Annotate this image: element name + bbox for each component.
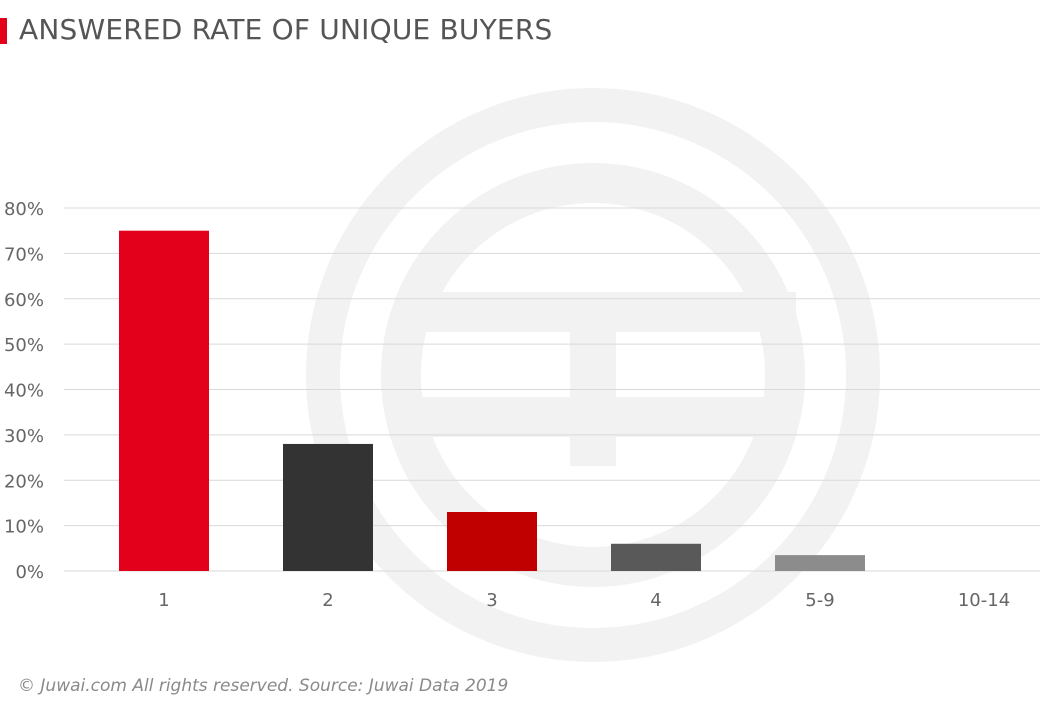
y-tick-label: 70% — [4, 244, 44, 265]
x-tick-label: 1 — [158, 590, 169, 611]
y-tick-label: 80% — [4, 199, 44, 220]
chart-title: ANSWERED RATE OF UNIQUE BUYERS — [19, 13, 553, 46]
title-accent-bar — [0, 18, 7, 44]
bar-5-9 — [775, 555, 865, 571]
gridlines — [64, 207, 1040, 572]
x-tick-label: 2 — [322, 590, 333, 611]
bar-1 — [119, 230, 209, 571]
y-tick-label: 40% — [4, 381, 44, 402]
x-tick-label: 5-9 — [805, 590, 834, 611]
y-tick-label: 10% — [4, 517, 44, 538]
source-footnote: © Juwai.com All rights reserved. Source:… — [18, 676, 509, 696]
y-axis: 0% 10% 20% 30% 40% 50% 60% 70% 80% — [4, 199, 44, 583]
x-tick-label: 3 — [486, 590, 497, 611]
x-tick-label: 4 — [650, 590, 661, 611]
watermark-stem — [570, 292, 616, 466]
watermark-outer-ring — [306, 88, 880, 662]
bars — [119, 230, 865, 571]
y-tick-label: 30% — [4, 426, 44, 447]
y-tick-label: 0% — [15, 562, 44, 583]
y-tick-label: 20% — [4, 471, 44, 492]
watermark-inner-ring — [381, 163, 805, 587]
bar-3 — [447, 512, 537, 571]
x-axis: 1 2 3 4 5-9 10-14 — [158, 590, 1010, 611]
bar-2 — [283, 443, 373, 571]
y-tick-label: 50% — [4, 335, 44, 356]
bar-4 — [611, 543, 701, 571]
x-tick-label: 10-14 — [958, 590, 1010, 611]
y-tick-label: 60% — [4, 290, 44, 311]
juwai-logo-watermark-icon — [306, 88, 880, 662]
